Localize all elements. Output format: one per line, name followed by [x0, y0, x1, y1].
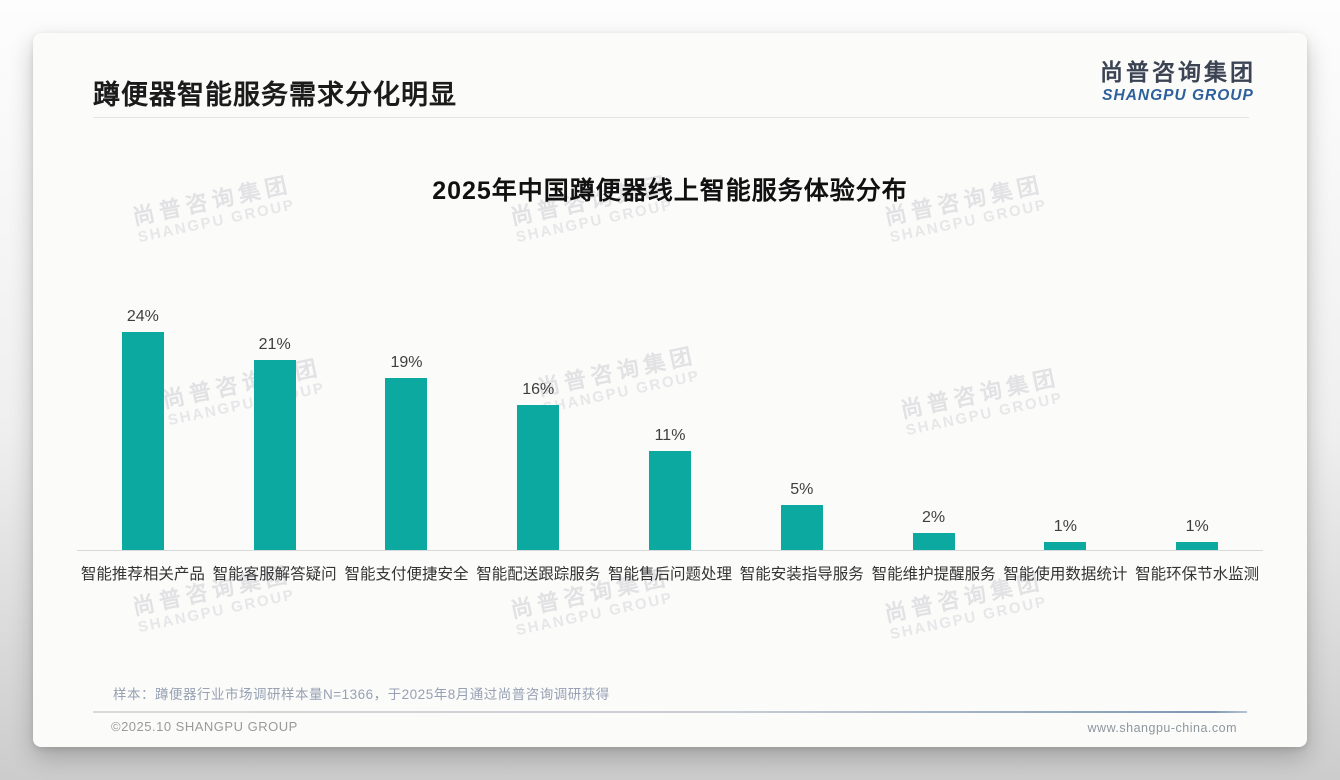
bar-group: 19%	[341, 281, 473, 551]
category-label: 智能维护提醒服务	[871, 566, 996, 583]
bar	[121, 332, 164, 551]
category-label: 智能售后问题处理	[608, 566, 733, 583]
sample-note: 样本：蹲便器行业市场调研样本量N=1366，于2025年8月通过尚普咨询调研获得	[113, 687, 610, 702]
page-title: 蹲便器智能服务需求分化明显	[93, 80, 457, 110]
bar-value-label: 19%	[390, 354, 423, 371]
header-divider	[93, 117, 1249, 118]
bar-value-label: 1%	[1185, 518, 1209, 535]
category-axis: 智能推荐相关产品 智能客服解答疑问 智能支付便捷安全 智能配送跟踪服务 智能售后问题处理…	[77, 566, 1263, 585]
bar-group: 21%	[209, 281, 341, 551]
bar-value-label: 5%	[790, 481, 814, 498]
copyright-text: ©2025.10 SHANGPU GROUP	[111, 719, 298, 734]
bar-group: 5%	[736, 281, 868, 551]
bar-chart: 24% 21% 19% 16% 11% 5% 2% 1% 1%	[77, 281, 1263, 551]
chart-title: 2025年中国蹲便器线上智能服务体验分布	[432, 177, 908, 205]
logo-english-text: SHANGPU GROUP	[1102, 86, 1254, 104]
category-label: 智能配送跟踪服务	[476, 566, 601, 583]
category-label: 智能支付便捷安全	[344, 566, 469, 583]
category-label: 智能环保节水监测	[1135, 566, 1260, 583]
bar-group: 11%	[604, 281, 736, 551]
slide-card: 尚普咨询集团 SHANGPU GROUP 尚普咨询集团 SHANGPU GROUP 尚普…	[33, 33, 1307, 747]
bar	[780, 505, 823, 551]
bar-group: 24%	[77, 281, 209, 551]
bar-value-label: 16%	[522, 381, 555, 398]
bar	[649, 451, 692, 551]
bar-value-label: 1%	[1053, 518, 1077, 535]
website-url: www.shangpu-china.com	[1087, 721, 1237, 735]
category-label: 智能安装指导服务	[739, 566, 864, 583]
bar	[385, 378, 428, 551]
bar	[1176, 542, 1219, 551]
bar	[1044, 542, 1087, 551]
bar	[253, 360, 296, 551]
bar	[912, 533, 955, 551]
bar-group: 1%	[999, 281, 1131, 551]
category-label: 智能使用数据统计	[1003, 566, 1128, 583]
company-logo: 尚普咨询集团 SHANGPU GROUP	[1085, 59, 1271, 105]
bar	[517, 405, 560, 551]
category-label: 智能推荐相关产品	[80, 566, 205, 583]
bar-value-label: 24%	[126, 308, 159, 325]
bar-group: 1%	[1131, 281, 1263, 551]
logo-chinese-text: 尚普咨询集团	[1100, 59, 1256, 85]
category-label: 智能客服解答疑问	[212, 566, 337, 583]
bar-value-label: 2%	[922, 509, 946, 526]
bar-value-label: 21%	[258, 336, 291, 353]
footer-divider	[93, 711, 1247, 713]
bar-group: 2%	[868, 281, 1000, 551]
bar-group: 16%	[472, 281, 604, 551]
bar-value-label: 11%	[654, 427, 686, 444]
x-axis-line	[77, 550, 1263, 551]
